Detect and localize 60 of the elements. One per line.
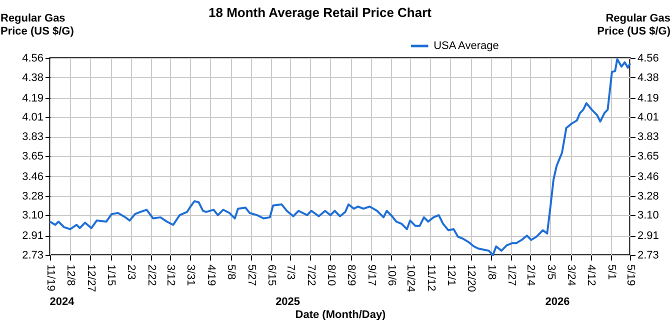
x-tick-label: 10/24 [404,264,417,292]
x-tick-label: 12/20 [465,264,478,292]
y-tick-label: 4.38 [22,72,44,84]
y2-tick-label: 3.65 [638,150,659,162]
x-tick-label: 4/19 [204,264,217,286]
y2-tick-label: 3.10 [638,210,659,222]
x-tick-label: 5/8 [225,264,238,280]
x-tick-label: 8/29 [345,264,358,286]
x-tick-label: 2/3 [125,264,138,280]
y-tick-label: 3.10 [22,210,44,222]
y2-tick-label: 4.56 [638,52,659,64]
legend-label: USA Average [434,40,499,52]
x-tick-label: 10/6 [385,264,398,286]
text: 2025 [276,296,300,308]
x-tick-label: 12/27 [84,264,97,292]
chart-title: 18 Month Average Retail Price Chart [208,5,432,20]
x-tick-label: 12/1 [444,264,457,286]
x-tick-label: 8/10 [324,264,337,286]
x-tick-label: 5/1 [605,264,618,280]
y-tick-label: 3.46 [22,170,44,183]
y-tick-label: 3.83 [22,131,44,144]
y2-axis-title: Regular Gas Price (US $/G) [597,12,670,38]
x-tick-label: 2/14 [524,264,537,286]
x-tick-label: 7/3 [284,264,297,280]
y-tick-label: 2.91 [22,230,44,242]
y-tick-label: 4.56 [22,52,44,64]
y2-tick-label: 4.01 [638,112,659,124]
text: 2026 [545,296,570,308]
x-tick-label: 3/24 [565,264,578,286]
x-tick-label: 1/15 [105,264,118,286]
y2-tick-label: 3.46 [638,170,659,183]
y2-tick-label: 4.38 [638,72,659,84]
x-tick-label: 3/5 [544,264,557,280]
y-axis-title: Regular Gas Price (US $/G) [0,12,74,38]
y-tick-label: 4.01 [22,112,44,124]
text: 2024 [50,296,76,308]
x-tick-label: 12/8 [64,264,77,286]
x-tick-label: 7/22 [304,264,317,286]
x-axis-title: Date (Month/Day) [295,309,386,322]
x-tick-label: 11/12 [424,264,437,292]
x-tick-label: 5/19 [624,264,636,286]
y-tick-label: 2.73 [22,250,44,262]
x-tick-label: 3/12 [164,264,177,286]
x-tick-label: 11/19 [44,264,56,292]
y-tick-label: 3.28 [22,190,44,202]
x-tick-label: 3/31 [184,264,197,286]
x-tick-label: 1/8 [485,264,498,280]
y2-tick-label: 3.83 [638,131,659,144]
x-tick-label: 5/27 [245,264,258,286]
y-tick-label: 4.19 [22,92,44,104]
y2-tick-label: 2.73 [638,250,659,262]
y-tick-label: 3.65 [22,150,44,162]
x-tick-label: 6/15 [265,264,278,286]
x-tick-label: 4/12 [585,264,598,286]
x-tick-label: 9/17 [365,264,378,286]
x-tick-label: 2/22 [145,264,158,286]
y2-tick-label: 4.19 [638,92,659,104]
y2-tick-label: 2.91 [638,230,659,242]
y2-tick-label: 3.28 [638,190,659,202]
x-tick-label: 1/27 [506,264,518,286]
